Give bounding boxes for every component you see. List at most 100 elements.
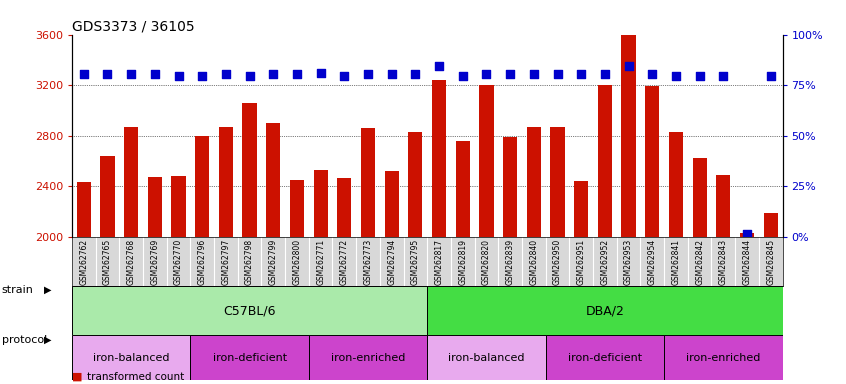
- Bar: [574, 181, 588, 237]
- Bar: [195, 136, 209, 237]
- Point: [409, 71, 422, 77]
- Bar: [717, 175, 730, 237]
- Bar: [432, 80, 446, 237]
- Text: iron-balanced: iron-balanced: [448, 353, 525, 363]
- Bar: [190, 335, 309, 380]
- Point: [219, 71, 233, 77]
- Bar: [764, 213, 777, 237]
- Bar: [314, 170, 327, 237]
- Text: iron-deficient: iron-deficient: [212, 353, 287, 363]
- Point: [622, 63, 635, 69]
- Bar: [266, 123, 280, 237]
- Point: [432, 63, 446, 69]
- Bar: [664, 335, 783, 380]
- Text: GSM262845: GSM262845: [766, 239, 775, 285]
- Point: [77, 71, 91, 77]
- Text: GSM262773: GSM262773: [364, 239, 372, 285]
- Text: iron-enriched: iron-enriched: [331, 353, 405, 363]
- Text: GSM262954: GSM262954: [648, 239, 656, 285]
- Text: C57BL/6: C57BL/6: [223, 304, 276, 317]
- Text: GSM262842: GSM262842: [695, 239, 704, 285]
- Point: [764, 73, 777, 79]
- Point: [385, 71, 398, 77]
- Text: GSM262796: GSM262796: [198, 239, 206, 285]
- Text: strain: strain: [2, 285, 34, 295]
- Text: GSM262769: GSM262769: [151, 239, 159, 285]
- Point: [314, 70, 327, 76]
- Bar: [427, 286, 783, 335]
- Text: GSM262844: GSM262844: [743, 239, 751, 285]
- Text: iron-enriched: iron-enriched: [686, 353, 761, 363]
- Text: GSM262797: GSM262797: [222, 239, 230, 285]
- Point: [124, 71, 138, 77]
- Bar: [622, 35, 635, 237]
- Text: GSM262772: GSM262772: [340, 239, 349, 285]
- Text: protocol: protocol: [2, 335, 47, 345]
- Bar: [645, 86, 659, 237]
- Bar: [480, 85, 493, 237]
- Point: [101, 71, 114, 77]
- Text: ▶: ▶: [44, 335, 52, 345]
- Bar: [409, 132, 422, 237]
- Bar: [598, 85, 612, 237]
- Text: iron-balanced: iron-balanced: [93, 353, 169, 363]
- Bar: [124, 127, 138, 237]
- Bar: [243, 103, 256, 237]
- Bar: [693, 158, 706, 237]
- Text: GSM262840: GSM262840: [530, 239, 538, 285]
- Point: [195, 73, 209, 79]
- Text: GSM262841: GSM262841: [672, 239, 680, 285]
- Text: GSM262771: GSM262771: [316, 239, 325, 285]
- Point: [266, 71, 280, 77]
- Text: GSM262765: GSM262765: [103, 239, 112, 285]
- Bar: [427, 335, 546, 380]
- Point: [527, 71, 541, 77]
- Bar: [503, 137, 517, 237]
- Point: [290, 71, 304, 77]
- Text: GSM262839: GSM262839: [506, 239, 514, 285]
- Bar: [385, 171, 398, 237]
- Text: GSM262770: GSM262770: [174, 239, 183, 285]
- Text: GSM262951: GSM262951: [577, 239, 585, 285]
- Bar: [740, 233, 754, 237]
- Point: [669, 73, 683, 79]
- Bar: [551, 127, 564, 237]
- Bar: [527, 127, 541, 237]
- Text: GSM262817: GSM262817: [435, 239, 443, 285]
- Bar: [101, 156, 114, 237]
- Point: [503, 71, 517, 77]
- Point: [148, 71, 162, 77]
- Bar: [148, 177, 162, 237]
- Bar: [72, 335, 190, 380]
- Bar: [219, 127, 233, 237]
- Bar: [309, 335, 427, 380]
- Text: GSM262795: GSM262795: [411, 239, 420, 285]
- Bar: [338, 179, 351, 237]
- Text: GSM262794: GSM262794: [387, 239, 396, 285]
- Text: transformed count: transformed count: [87, 372, 184, 382]
- Point: [598, 71, 612, 77]
- Point: [551, 71, 564, 77]
- Point: [480, 71, 493, 77]
- Text: GDS3373 / 36105: GDS3373 / 36105: [72, 20, 195, 33]
- Bar: [77, 182, 91, 237]
- Text: ▶: ▶: [44, 285, 52, 295]
- Point: [645, 71, 659, 77]
- Point: [574, 71, 588, 77]
- Text: GSM262799: GSM262799: [269, 239, 277, 285]
- Bar: [456, 141, 470, 237]
- Point: [693, 73, 706, 79]
- Bar: [290, 180, 304, 237]
- Point: [456, 73, 470, 79]
- Text: GSM262762: GSM262762: [80, 239, 88, 285]
- Bar: [669, 132, 683, 237]
- Text: GSM262768: GSM262768: [127, 239, 135, 285]
- Text: GSM262820: GSM262820: [482, 239, 491, 285]
- Bar: [546, 335, 664, 380]
- Text: GSM262819: GSM262819: [459, 239, 467, 285]
- Text: GSM262952: GSM262952: [601, 239, 609, 285]
- Text: DBA/2: DBA/2: [585, 304, 624, 317]
- Bar: [172, 176, 185, 237]
- Point: [361, 71, 375, 77]
- Point: [172, 73, 185, 79]
